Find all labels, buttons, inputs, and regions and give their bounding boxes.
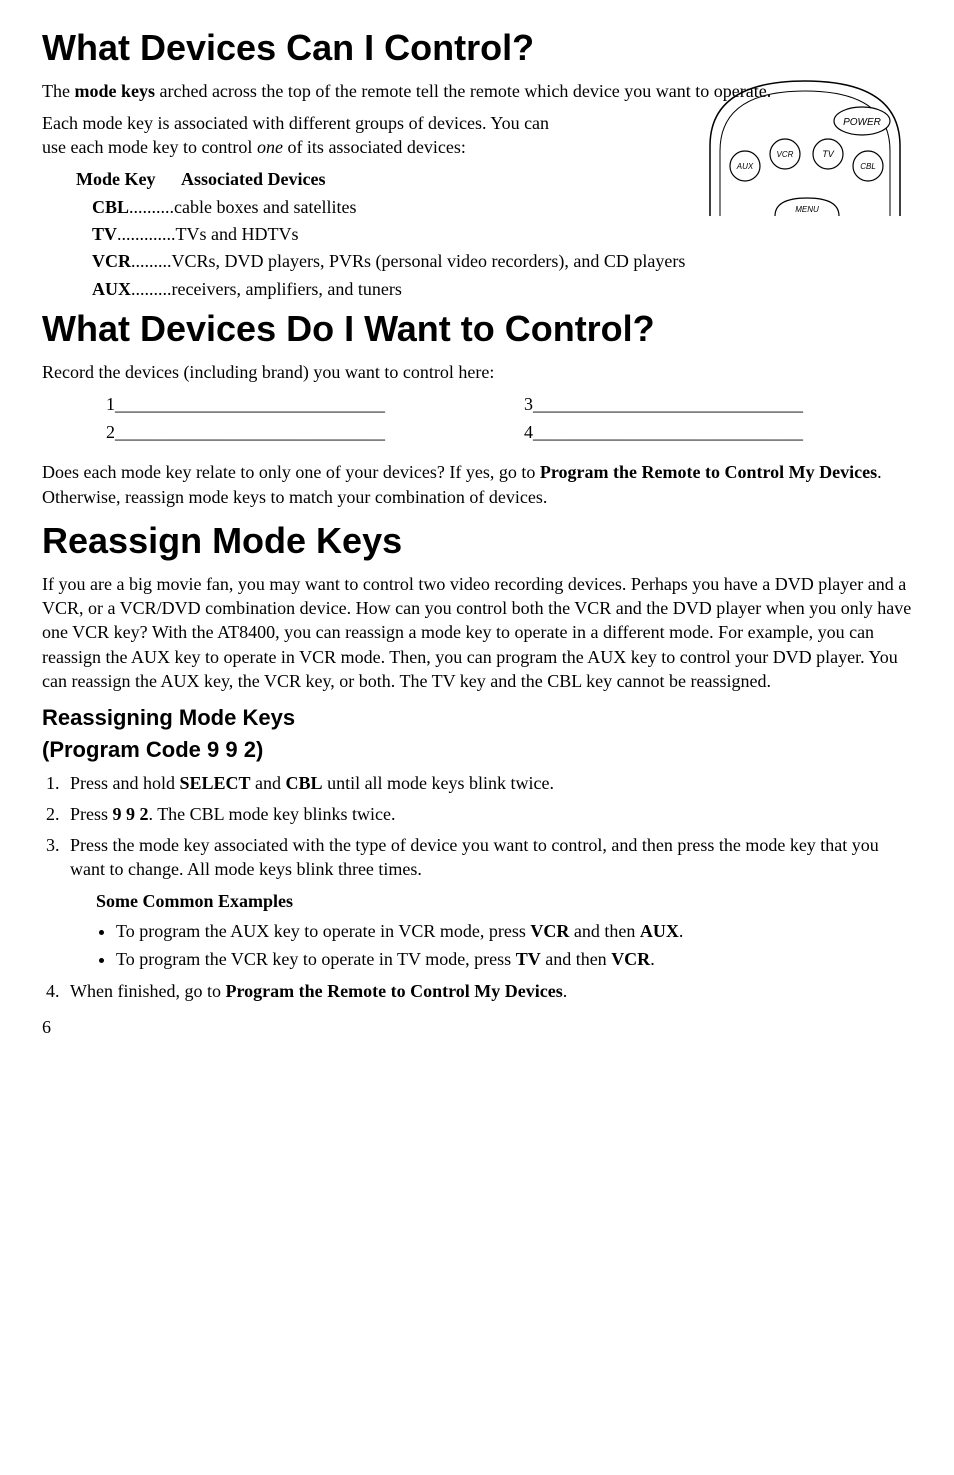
blank-line-4: 4______________________________: [524, 420, 912, 444]
col-mode-key: Mode Key: [76, 167, 181, 191]
menu-label: MENU: [795, 205, 819, 214]
step-2: Press 9 9 2. The CBL mode key blinks twi…: [64, 802, 912, 826]
text: .: [679, 921, 684, 941]
text: and then: [569, 921, 639, 941]
text: Press and hold: [70, 773, 180, 793]
blank-line-2: 2______________________________: [106, 420, 494, 444]
example-2: To program the VCR key to operate in TV …: [116, 947, 912, 971]
dots: .............: [117, 222, 176, 246]
text-bold: AUX: [640, 921, 679, 941]
text: .: [650, 949, 655, 969]
example-1: To program the AUX key to operate in VCR…: [116, 919, 912, 943]
aux-label: AUX: [736, 162, 754, 171]
mode-item-vcr: VCR ......... VCRs, DVD players, PVRs (p…: [92, 249, 912, 273]
tv-label: TV: [92, 222, 117, 246]
step-4: When finished, go to Program the Remote …: [64, 979, 912, 1003]
text-italic: one: [257, 137, 283, 157]
text: until all mode keys blink twice.: [323, 773, 554, 793]
aux-label: AUX: [92, 277, 131, 301]
text-bold: VCR: [530, 921, 569, 941]
text: Press the mode key associated with the t…: [70, 835, 879, 879]
mode-item-aux: AUX ......... receivers, amplifiers, and…: [92, 277, 912, 301]
text: Press: [70, 804, 113, 824]
cbl-label: CBL: [860, 162, 876, 171]
dots: .........: [131, 277, 172, 301]
power-label: POWER: [843, 117, 881, 128]
text: When finished, go to: [70, 981, 225, 1001]
text-bold: 9 9 2: [113, 804, 149, 824]
step-3: Press the mode key associated with the t…: [64, 833, 912, 971]
reassign-explanation-paragraph: If you are a big movie fan, you may want…: [42, 572, 912, 693]
record-devices-paragraph: Record the devices (including brand) you…: [42, 360, 912, 384]
remote-illustration: POWER AUX VCR TV CBL MENU: [690, 66, 920, 216]
aux-desc: receivers, amplifiers, and tuners: [172, 277, 402, 301]
text: To program the AUX key to operate in VCR…: [116, 921, 530, 941]
dots: ..........: [129, 195, 174, 219]
blank-line-3: 3______________________________: [524, 392, 912, 416]
text-bold: Program the Remote to Control My Devices: [225, 981, 562, 1001]
examples-list: To program the AUX key to operate in VCR…: [96, 919, 912, 972]
common-examples-heading: Some Common Examples: [96, 891, 293, 911]
text-bold: TV: [516, 949, 541, 969]
check-mode-keys-paragraph: Does each mode key relate to only one of…: [42, 460, 912, 509]
text: . The CBL mode key blinks twice.: [149, 804, 396, 824]
text-bold: SELECT: [180, 773, 251, 793]
tv-desc: TVs and HDTVs: [176, 222, 299, 246]
col-associated-devices: Associated Devices: [181, 167, 325, 191]
text: The: [42, 81, 74, 101]
text-bold: VCR: [611, 949, 650, 969]
heading-devices-want-control: What Devices Do I Want to Control?: [42, 305, 912, 354]
reassign-steps-list: Press and hold SELECT and CBL until all …: [42, 771, 912, 1003]
text: arched across the top of the remote tell…: [155, 81, 771, 101]
text: of its associated devices:: [283, 137, 466, 157]
text-bold: Program the Remote to Control My Devices: [540, 462, 877, 482]
heading-reassign-mode-keys: Reassign Mode Keys: [42, 517, 912, 566]
mode-key-paragraph: Each mode key is associated with differe…: [42, 111, 562, 160]
text: and then: [541, 949, 611, 969]
page-number: 6: [42, 1015, 912, 1039]
text: Does each mode key relate to only one of…: [42, 462, 540, 482]
text: To program the VCR key to operate in TV …: [116, 949, 516, 969]
text: and: [251, 773, 286, 793]
subheading-program-code: (Program Code 9 9 2): [42, 735, 912, 765]
tv-label: TV: [822, 149, 834, 159]
text-bold: mode keys: [74, 81, 155, 101]
cbl-desc: cable boxes and satellites: [174, 195, 356, 219]
dots: .........: [131, 249, 172, 273]
cbl-label: CBL: [92, 195, 129, 219]
mode-item-tv: TV ............. TVs and HDTVs: [92, 222, 912, 246]
text: .: [563, 981, 568, 1001]
text-bold: CBL: [286, 773, 323, 793]
step-1: Press and hold SELECT and CBL until all …: [64, 771, 912, 795]
blank-line-1: 1______________________________: [106, 392, 494, 416]
vcr-label: VCR: [92, 249, 131, 273]
vcr-desc: VCRs, DVD players, PVRs (personal video …: [172, 249, 686, 273]
subheading-reassigning: Reassigning Mode Keys: [42, 703, 912, 733]
vcr-label: VCR: [777, 150, 794, 159]
